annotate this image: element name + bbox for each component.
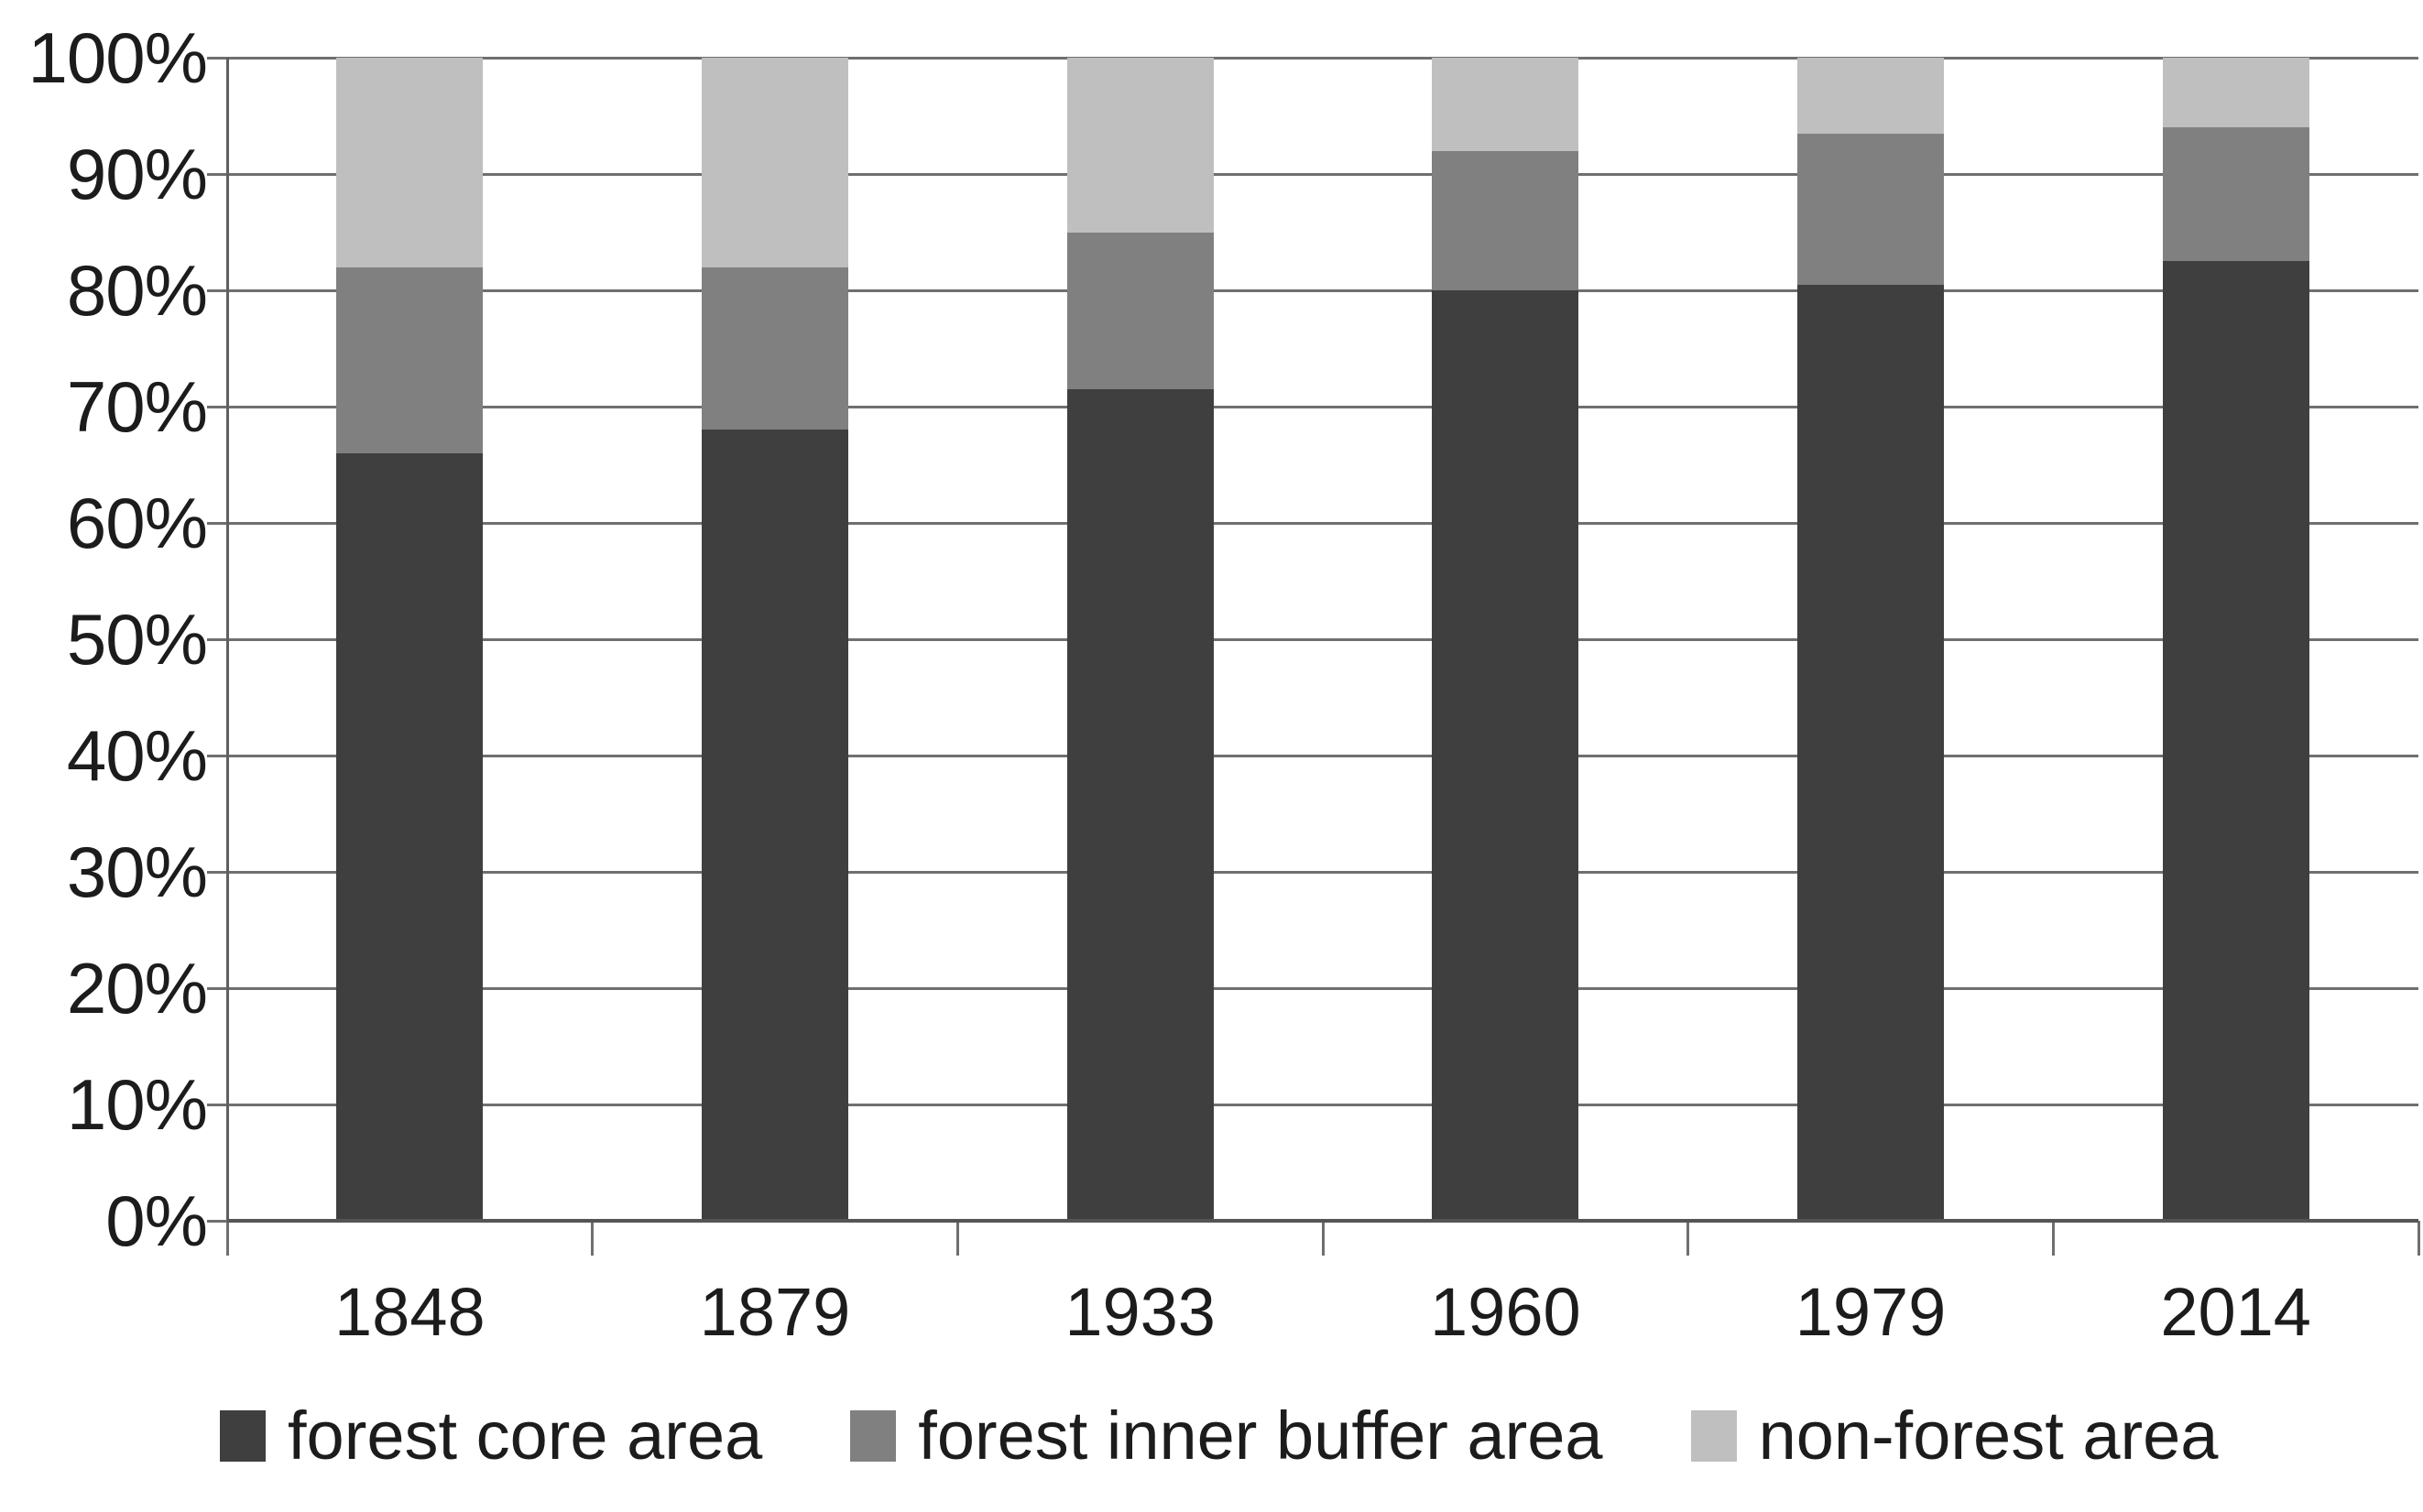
gridline (227, 405, 2418, 408)
y-axis-tick (207, 870, 227, 874)
bar-1879-segment-2 (702, 58, 848, 267)
y-axis-tick (207, 405, 227, 408)
x-axis-tick (2051, 1221, 2055, 1256)
bar-1979-segment-2 (1797, 58, 1944, 134)
gridline (227, 1103, 2418, 1106)
x-axis-label: 1933 (1064, 1274, 1216, 1350)
legend-swatch-forest-core-area (220, 1410, 266, 1462)
y-axis-label: 0% (105, 1180, 208, 1261)
gridline (227, 172, 2418, 176)
x-axis-tick (225, 1221, 229, 1256)
x-axis-tick (591, 1221, 595, 1256)
legend: forest core area forest inner buffer are… (220, 1381, 2400, 1491)
bar-2014-segment-1 (2162, 127, 2309, 262)
legend-item-non-forest-area: non-forest area (1690, 1390, 2219, 1482)
y-axis-label: 10% (66, 1064, 208, 1145)
gridline (227, 754, 2418, 757)
legend-swatch-forest-inner-buffer-area (850, 1410, 897, 1462)
y-axis-label: 90% (66, 134, 208, 214)
x-axis-tick (955, 1221, 959, 1256)
x-axis-label: 1960 (1430, 1274, 1581, 1350)
y-axis-tick (207, 1103, 227, 1106)
y-axis-label: 20% (66, 948, 208, 1028)
x-axis-tick (1321, 1221, 1325, 1256)
x-axis-label: 2014 (2160, 1274, 2311, 1350)
bar-1879-segment-1 (702, 267, 848, 430)
bar-1960-segment-0 (1432, 290, 1579, 1221)
legend-item-forest-inner-buffer-area: forest inner buffer area (850, 1390, 1603, 1482)
x-axis-label: 1979 (1795, 1274, 1947, 1350)
gridline (227, 288, 2418, 292)
y-axis-label: 70% (66, 366, 208, 447)
x-axis-label: 1848 (334, 1274, 486, 1350)
bar-1960-segment-1 (1432, 150, 1579, 290)
x-axis-line (227, 1219, 2418, 1223)
bar-1933-segment-2 (1066, 58, 1214, 233)
y-axis-label: 30% (66, 832, 208, 912)
x-axis-tick (2417, 1221, 2420, 1256)
y-axis-tick (207, 172, 227, 176)
y-axis-tick (207, 637, 227, 641)
y-axis-tick (207, 1219, 227, 1223)
legend-label: non-forest area (1758, 1398, 2219, 1474)
y-axis-tick (207, 521, 227, 525)
gridline (227, 521, 2418, 525)
bar-1979-segment-0 (1797, 284, 1944, 1221)
bar-1933-segment-1 (1066, 232, 1214, 389)
y-axis-label: 60% (66, 483, 208, 563)
y-axis-label: 40% (66, 715, 208, 796)
bar-1848-segment-2 (336, 58, 484, 267)
bar-1933-segment-0 (1066, 388, 1214, 1221)
y-axis-tick (207, 288, 227, 292)
gridline (227, 56, 2418, 60)
y-axis-label: 100% (27, 17, 209, 98)
bar-1848-segment-0 (336, 452, 484, 1221)
y-axis-line (225, 58, 229, 1221)
bar-1848-segment-1 (336, 267, 484, 453)
y-axis-tick (207, 56, 227, 60)
y-axis-tick (207, 986, 227, 990)
bar-1879-segment-0 (702, 430, 848, 1221)
legend-label: forest core area (288, 1398, 763, 1474)
x-axis-label: 1879 (699, 1274, 851, 1350)
gridline (227, 986, 2418, 990)
y-axis-label: 50% (66, 599, 208, 680)
bar-1960-segment-2 (1432, 58, 1579, 151)
y-axis-tick (207, 754, 227, 757)
bar-1979-segment-1 (1797, 133, 1944, 285)
gridline (227, 637, 2418, 641)
bar-2014-segment-2 (2162, 58, 2309, 128)
gridline (227, 870, 2418, 874)
legend-label: forest inner buffer area (918, 1398, 1603, 1474)
legend-swatch-non-forest-area (1690, 1410, 1737, 1462)
legend-item-forest-core-area: forest core area (220, 1390, 762, 1482)
bar-2014-segment-0 (2162, 261, 2309, 1221)
x-axis-tick (1686, 1221, 1690, 1256)
y-axis-label: 80% (66, 250, 208, 331)
